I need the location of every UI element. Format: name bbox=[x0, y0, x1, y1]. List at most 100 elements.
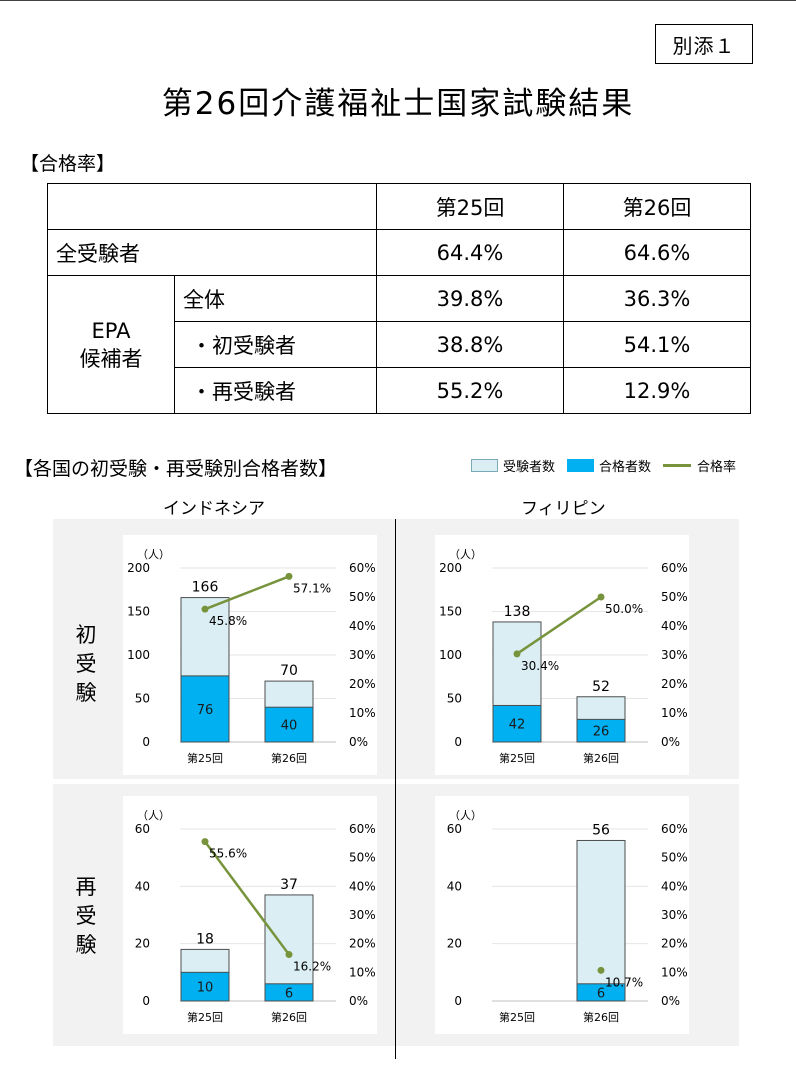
rate-data-label: 50.0% bbox=[605, 602, 643, 616]
table-cell: 39.8% bbox=[376, 275, 564, 322]
legend-label: 合格率 bbox=[697, 460, 737, 475]
legend-item-rate: 合格率 bbox=[663, 456, 736, 475]
y-tick-label: 40 bbox=[135, 879, 150, 893]
bar-passers bbox=[264, 706, 314, 743]
bar-passers bbox=[180, 971, 230, 1002]
epa-group-label: EPA 候補者 bbox=[47, 275, 175, 414]
passers-data-label: 6 bbox=[285, 986, 293, 1001]
rate-line bbox=[516, 595, 602, 655]
y2-tick-label: 50% bbox=[349, 851, 376, 865]
y-tick-label: 60 bbox=[447, 822, 462, 836]
y-tick-label: 20 bbox=[447, 937, 462, 951]
table-row: 全受験者 64.4% 64.6% bbox=[47, 229, 751, 276]
rate-point bbox=[285, 572, 293, 580]
legend-label: 合格者数 bbox=[599, 460, 652, 475]
y2-tick-label: 10% bbox=[349, 965, 376, 979]
y-axis-unit: （人） bbox=[449, 548, 482, 561]
table-row: ・再受験者 55.2% 12.9% bbox=[48, 367, 751, 414]
rate-line bbox=[203, 840, 291, 956]
chart-indonesia-first: 0 50 100 150 200（人） 0% 10% 20% 30% 40% 50% 60% 第25回 1… bbox=[123, 535, 377, 775]
y2-tick-label: 30% bbox=[661, 908, 688, 922]
table-row: ・初受験者 38.8% 54.1% bbox=[48, 321, 751, 368]
row-label: 全受験者 bbox=[47, 229, 377, 276]
y-tick-label: 200 bbox=[439, 561, 462, 575]
pass-rate-table: 第25回 第26回 全受験者 64.4% 64.6% EPA 候補者 全体 39… bbox=[47, 183, 751, 414]
chart-philippines-first: 0 50 100 150 200（人） 0% 10% 20% 30% 40% 50% 60% 第25回 1… bbox=[435, 535, 689, 775]
pass-rate-heading: 【合格率】 bbox=[20, 153, 116, 175]
x-tick-label: 第25回 bbox=[499, 751, 535, 765]
y2-tick-label: 0% bbox=[661, 735, 680, 749]
chart-indonesia-retake: 0 20 40 60（人） 0% 10% 20% 30% 40% 50% 60% 第25回 18 10 第2… bbox=[123, 796, 377, 1034]
country-header-indonesia: インドネシア bbox=[163, 499, 265, 519]
examinees-data-label: 70 bbox=[280, 663, 298, 679]
y2-tick-label: 20% bbox=[349, 677, 376, 691]
y2-tick-label: 40% bbox=[349, 619, 376, 633]
table-cell: 54.1% bbox=[563, 321, 751, 368]
y2-tick-label: 60% bbox=[349, 561, 376, 575]
passers-data-label: 42 bbox=[509, 718, 526, 733]
passers-data-label: 40 bbox=[281, 719, 298, 734]
row-label-char: 受 bbox=[75, 904, 97, 928]
rate-data-label: 57.1% bbox=[293, 581, 331, 595]
y2-tick-label: 0% bbox=[661, 994, 680, 1008]
examinees-data-label: 52 bbox=[592, 679, 610, 695]
legend-label: 受験者数 bbox=[503, 460, 556, 475]
y2-tick-label: 0% bbox=[349, 994, 368, 1008]
row-label-char: 初 bbox=[75, 623, 97, 647]
y-tick-label: 0 bbox=[454, 735, 462, 749]
examinees-data-label: 56 bbox=[592, 822, 610, 838]
y-tick-label: 200 bbox=[127, 561, 150, 575]
x-tick-label: 第26回 bbox=[583, 751, 619, 765]
x-tick-label: 第26回 bbox=[271, 751, 307, 765]
y-tick-label: 50 bbox=[447, 692, 462, 706]
y-axis-unit: （人） bbox=[449, 809, 482, 822]
y2-tick-label: 20% bbox=[661, 937, 688, 951]
legend-line-rate bbox=[663, 464, 692, 467]
y-tick-label: 40 bbox=[447, 879, 462, 893]
y-tick-label: 50 bbox=[135, 692, 150, 706]
epa-group-line: EPA bbox=[91, 318, 131, 343]
rate-data-label: 45.8% bbox=[209, 614, 247, 628]
y2-tick-label: 60% bbox=[661, 561, 688, 575]
examinees-data-label: 37 bbox=[280, 877, 298, 893]
x-tick-label: 第25回 bbox=[187, 751, 223, 765]
y2-tick-label: 10% bbox=[661, 965, 688, 979]
row-label-char: 再 bbox=[75, 875, 97, 899]
passers-data-label: 6 bbox=[597, 986, 605, 1001]
table-cell: 38.8% bbox=[376, 321, 564, 368]
table-cell: 36.3% bbox=[563, 275, 751, 322]
column-divider bbox=[395, 519, 396, 1059]
rate-data-label: 10.7% bbox=[605, 975, 643, 989]
examinees-data-label: 166 bbox=[192, 580, 219, 596]
rate-data-label: 16.2% bbox=[293, 960, 331, 974]
country-header-philippines: フィリピン bbox=[521, 499, 606, 519]
passers-data-label: 26 bbox=[593, 725, 610, 740]
y2-tick-label: 20% bbox=[661, 677, 688, 691]
top-rule bbox=[0, 0, 796, 1]
bar-passers bbox=[576, 983, 626, 1002]
table-cell: 12.9% bbox=[563, 367, 751, 414]
rate-point bbox=[285, 951, 293, 959]
column-header: 第26回 bbox=[563, 183, 751, 230]
y-tick-label: 0 bbox=[454, 994, 462, 1008]
table-corner-cell bbox=[47, 183, 377, 230]
row-label-char: 験 bbox=[75, 681, 97, 705]
chart-area bbox=[435, 796, 689, 1034]
row-label: ・初受験者 bbox=[174, 321, 377, 368]
chart-philippines-retake: 0 20 40 60（人） 0% 10% 20% 30% 40% 50% 60% 第25回 第26回 56… bbox=[435, 796, 689, 1034]
y2-tick-label: 20% bbox=[349, 937, 376, 951]
y-tick-label: 100 bbox=[439, 648, 462, 662]
legend-item-examinees: 受験者数 bbox=[471, 456, 555, 475]
y2-tick-label: 10% bbox=[661, 706, 688, 720]
table-cell: 64.6% bbox=[563, 229, 751, 276]
y-axis-unit: （人） bbox=[137, 548, 170, 561]
rate-point bbox=[201, 605, 209, 613]
rate-line bbox=[204, 575, 290, 611]
bar-examinees bbox=[576, 839, 626, 1002]
x-tick-label: 第26回 bbox=[271, 1010, 307, 1024]
row-label-retake-exam: 再 受 験 bbox=[74, 873, 98, 960]
legend-swatch-passers bbox=[567, 459, 595, 472]
legend-swatch-examinees bbox=[471, 459, 498, 472]
row-label: 全体 bbox=[174, 275, 377, 322]
y2-tick-label: 10% bbox=[349, 706, 376, 720]
